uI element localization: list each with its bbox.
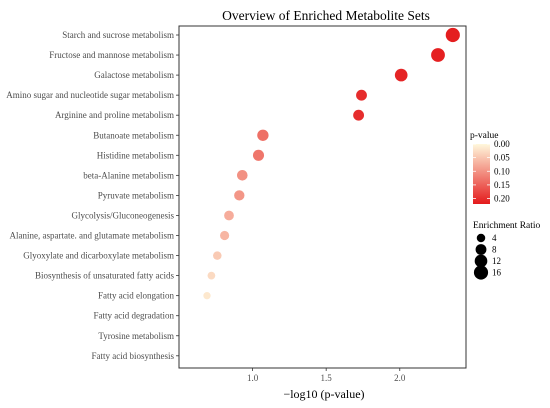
chart-title: Overview of Enriched Metabolite Sets	[222, 8, 430, 23]
color-legend-tick-label: 0.05	[494, 153, 510, 163]
category-label: Amino sugar and nucleotide sugar metabol…	[6, 90, 174, 100]
size-legend-dot	[473, 265, 489, 280]
size-legend: Enrichment Ratio 4 812 16	[473, 221, 541, 280]
data-point	[356, 89, 367, 101]
size-legend-label: 12	[492, 256, 501, 266]
x-tick-label: 1.0	[247, 373, 259, 383]
category-label: Fatty acid biosynthesis	[92, 351, 175, 361]
category-label: Tyrosine metabolism	[98, 331, 174, 341]
category-label: Fatty acid degradation	[94, 311, 175, 321]
category-label: Starch and sucrose metabolism	[62, 30, 174, 40]
data-point	[445, 27, 460, 43]
color-legend-bar	[473, 144, 490, 204]
data-point	[234, 190, 245, 201]
data-point	[353, 109, 365, 121]
data-point	[224, 210, 234, 221]
category-label: Arginine and proline metabolism	[55, 110, 174, 120]
data-point	[213, 251, 222, 260]
data-point	[257, 129, 269, 141]
category-label: Biosynthesis of unsaturated fatty acids	[35, 271, 174, 281]
category-label: Glycolysis/Gluconeogenesis	[72, 210, 175, 220]
category-label: beta-Alanine metabolism	[83, 170, 174, 180]
category-labels: Starch and sucrose metabolism Fructose an…	[6, 30, 179, 361]
x-axis: 1.0 1.5 2.0	[247, 368, 406, 383]
color-legend-tick-label: 0.10	[494, 166, 510, 176]
data-point	[252, 149, 265, 161]
size-legend-title: Enrichment Ratio	[473, 221, 541, 231]
size-legend-label: 4	[492, 233, 497, 243]
plot-border	[178, 25, 467, 369]
data-point	[207, 271, 216, 280]
size-legend-dot	[476, 233, 486, 243]
data-point	[203, 292, 211, 300]
data-point	[431, 48, 445, 62]
category-label: Glyoxylate and dicarboxylate metabolism	[23, 251, 174, 261]
data-point	[237, 170, 248, 181]
color-legend-tick-label: 0.00	[494, 139, 510, 149]
category-label: Fructose and mannose metabolism	[49, 50, 174, 60]
size-legend-dot	[475, 244, 487, 255]
category-label: Galactose metabolism	[94, 70, 174, 80]
data-points	[203, 27, 460, 300]
category-label: Histidine metabolism	[97, 150, 174, 160]
color-legend: p-value 0.20 0.15 0.10 0.05 0.00	[470, 131, 510, 204]
x-tick-label: 2.0	[394, 373, 406, 383]
size-legend-label: 16	[492, 268, 502, 278]
data-point	[220, 230, 230, 241]
plot-panel	[178, 25, 467, 369]
category-label: Butanoate metabolism	[93, 130, 174, 140]
category-label: Alanine, aspartate. and glutamate metabo…	[10, 231, 174, 241]
category-label: Pyruvate metabolism	[98, 190, 174, 200]
x-tick-label: 1.5	[321, 373, 333, 383]
color-legend-title: p-value	[470, 131, 499, 141]
data-point	[394, 68, 408, 82]
x-axis-label: −log10 (p-value)	[283, 387, 364, 401]
color-legend-tick-label: 0.20	[494, 194, 510, 204]
category-label: Fatty acid elongation	[98, 291, 174, 301]
size-legend-label: 8	[492, 245, 497, 255]
color-legend-tick-label: 0.15	[494, 180, 510, 190]
size-legend-dot	[474, 254, 488, 268]
